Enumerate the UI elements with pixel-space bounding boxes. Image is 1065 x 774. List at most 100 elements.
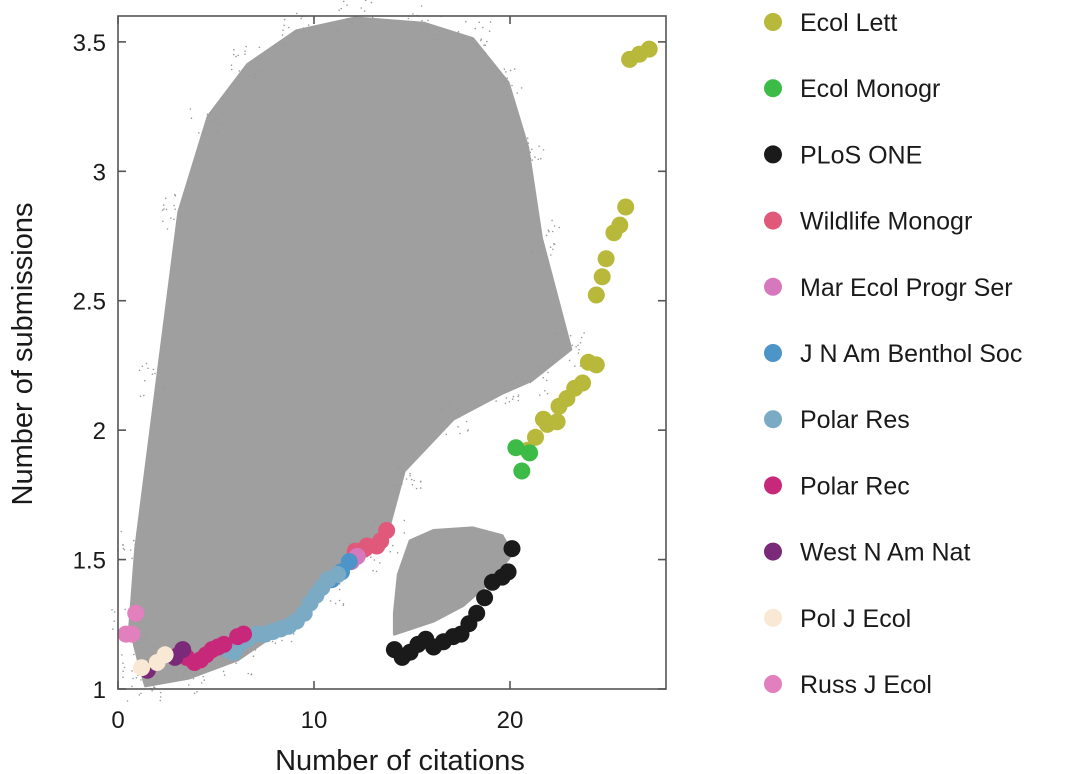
cloud-speck xyxy=(172,363,174,366)
cloud-speck xyxy=(162,382,165,385)
cloud-speck xyxy=(164,197,167,200)
cloud-speck xyxy=(184,669,186,672)
cloud-speck xyxy=(253,76,255,79)
cloud-speck xyxy=(396,552,399,554)
cloud-speck xyxy=(370,525,372,527)
cloud-speck xyxy=(140,638,142,640)
cloud-speck xyxy=(210,112,213,114)
cloud-speck xyxy=(427,24,430,27)
cloud-speck xyxy=(193,692,196,695)
cloud-speck xyxy=(294,47,296,50)
cloud-speck xyxy=(112,628,114,630)
data-point xyxy=(476,589,494,607)
cloud-speck xyxy=(419,480,422,483)
cloud-speck xyxy=(163,208,165,210)
cloud-secondary-region xyxy=(392,526,514,636)
cloud-speck xyxy=(141,559,143,561)
cloud-speck xyxy=(457,31,460,33)
cloud-speck xyxy=(163,371,166,374)
cloud-speck xyxy=(492,86,495,89)
data-point xyxy=(174,641,192,659)
cloud-speck xyxy=(283,24,285,27)
cloud-speck xyxy=(407,17,410,20)
cloud-speck xyxy=(480,38,483,40)
cloud-speck xyxy=(336,28,339,31)
cloud-speck xyxy=(499,74,501,77)
cloud-speck xyxy=(496,68,499,70)
cloud-speck xyxy=(529,157,532,160)
cloud-speck xyxy=(342,0,345,3)
cloud-speck xyxy=(232,53,235,56)
cloud-speck xyxy=(420,5,423,7)
cloud-speck xyxy=(510,137,512,139)
cloud-speck xyxy=(371,22,374,25)
cloud-speck xyxy=(141,621,143,623)
cloud-speck xyxy=(283,18,286,21)
cloud-speck xyxy=(508,389,510,391)
cloud-speck xyxy=(200,682,203,684)
cloud-speck xyxy=(179,224,182,226)
cloud-speck xyxy=(190,677,192,680)
cloud-speck xyxy=(349,537,351,540)
cloud-speck xyxy=(370,1,373,4)
cloud-speck xyxy=(314,579,316,582)
cloud-speck xyxy=(174,208,176,210)
cloud-speck xyxy=(261,71,264,74)
cloud-speck xyxy=(143,559,145,562)
legend-label: Mar Ecol Progr Ser xyxy=(800,274,1013,302)
cloud-speck xyxy=(436,27,438,30)
cloud-speck xyxy=(166,228,169,230)
cloud-speck xyxy=(151,689,153,692)
cloud-speck xyxy=(462,39,465,41)
cloud-speck xyxy=(124,608,127,611)
cloud-speck xyxy=(132,677,134,680)
cloud-speck xyxy=(122,676,124,678)
cloud-speck xyxy=(244,53,246,55)
legend-marker xyxy=(764,476,782,495)
cloud-speck xyxy=(554,356,556,359)
cloud-speck xyxy=(244,50,246,53)
cloud-speck xyxy=(431,38,434,40)
cloud-speck xyxy=(131,670,133,672)
cloud-speck xyxy=(202,132,204,135)
cloud-speck xyxy=(162,220,164,223)
cloud-speck xyxy=(392,544,394,547)
cloud-speck xyxy=(157,384,159,386)
cloud-speck xyxy=(138,627,141,630)
data-point xyxy=(527,428,544,446)
legend-label: Ecol Monogr xyxy=(800,75,940,103)
cloud-speck xyxy=(534,156,536,158)
cloud-speck xyxy=(517,395,519,398)
cloud-speck xyxy=(183,671,185,674)
cloud-speck xyxy=(170,217,172,219)
cloud-speck xyxy=(338,588,341,591)
cloud-speck xyxy=(476,44,478,47)
cloud-speck xyxy=(151,646,154,649)
cloud-speck xyxy=(151,373,154,376)
cloud-speck xyxy=(174,194,177,197)
cloud-speck xyxy=(484,52,487,54)
cloud-speck xyxy=(277,615,280,618)
cloud-speck xyxy=(313,31,316,34)
cloud-speck xyxy=(191,213,194,216)
cloud-speck xyxy=(538,367,541,369)
cloud-speck xyxy=(531,251,534,253)
cloud-speck xyxy=(160,385,163,387)
cloud-speck xyxy=(480,39,482,42)
cloud-speck xyxy=(400,455,402,458)
cloud-speck xyxy=(568,359,571,362)
data-point xyxy=(215,635,233,653)
cloud-speck xyxy=(222,670,225,673)
data-point xyxy=(640,40,658,58)
cloud-speck xyxy=(559,353,561,356)
cloud-speck xyxy=(542,376,544,379)
cloud-speck xyxy=(159,691,162,694)
cloud-speck xyxy=(334,602,337,605)
cloud-speck xyxy=(403,470,405,472)
cloud-speck xyxy=(193,226,195,228)
x-tick-label: 10 xyxy=(301,707,328,734)
cloud-speck xyxy=(539,230,541,232)
cloud-speck xyxy=(541,365,544,368)
plot-frame xyxy=(117,15,667,690)
legend-item: J N Am Benthol Soc xyxy=(764,340,1022,368)
